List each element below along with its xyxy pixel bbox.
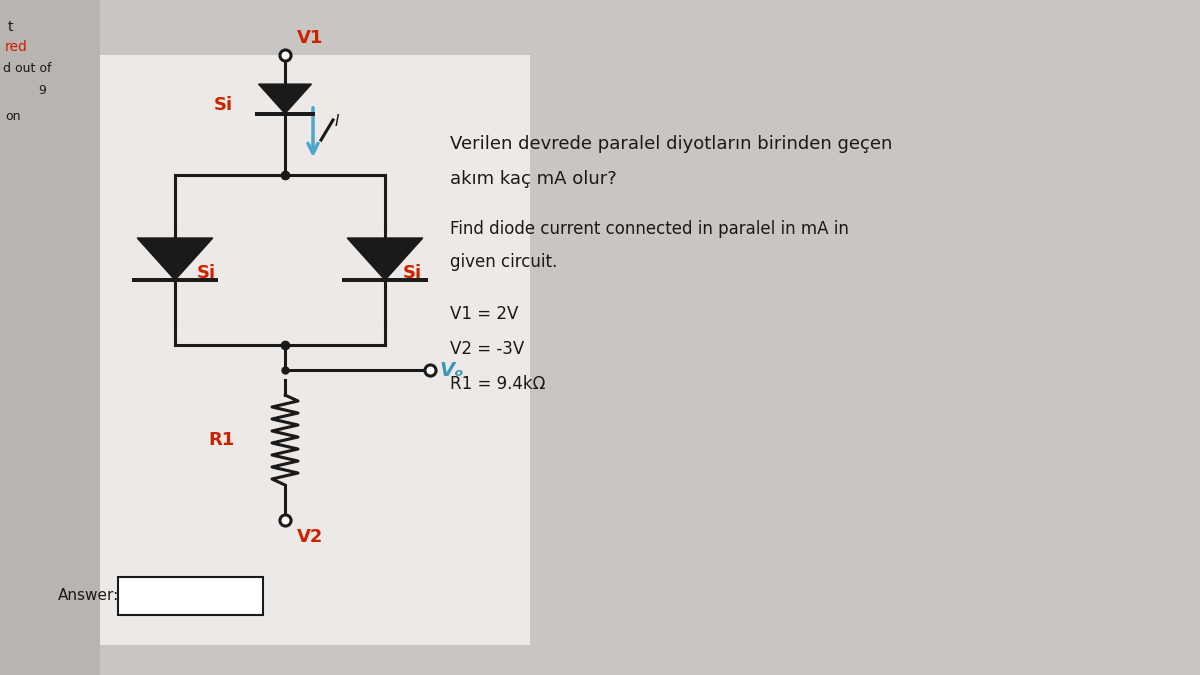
Text: V2: V2 <box>298 528 323 546</box>
Text: V1 = 2V: V1 = 2V <box>450 305 518 323</box>
Text: Verilen devrede paralel diyotların birinden geçen: Verilen devrede paralel diyotların birin… <box>450 135 893 153</box>
Text: V1: V1 <box>298 29 323 47</box>
Text: R1: R1 <box>209 431 235 449</box>
Text: d out of: d out of <box>2 62 52 75</box>
Bar <box>118 577 263 615</box>
Text: t: t <box>8 20 13 34</box>
Text: 9: 9 <box>38 84 46 97</box>
Polygon shape <box>258 84 312 113</box>
Text: Si: Si <box>197 264 216 282</box>
Text: I: I <box>335 115 340 130</box>
Text: V2 = -3V: V2 = -3V <box>450 340 524 358</box>
Bar <box>100 55 530 645</box>
Text: Find diode current connected in paralel in mA in: Find diode current connected in paralel … <box>450 220 848 238</box>
Text: Answer:: Answer: <box>58 587 119 603</box>
Text: Vₒ: Vₒ <box>440 360 464 379</box>
Polygon shape <box>137 238 212 280</box>
Bar <box>0 0 100 675</box>
Text: R1 = 9.4kΩ: R1 = 9.4kΩ <box>450 375 545 393</box>
Text: akım kaç mA olur?: akım kaç mA olur? <box>450 170 617 188</box>
Polygon shape <box>347 238 422 280</box>
Text: red: red <box>5 40 28 54</box>
Text: Si: Si <box>214 96 233 114</box>
Text: Si: Si <box>403 264 422 282</box>
Text: given circuit.: given circuit. <box>450 253 557 271</box>
Text: on: on <box>5 110 20 123</box>
